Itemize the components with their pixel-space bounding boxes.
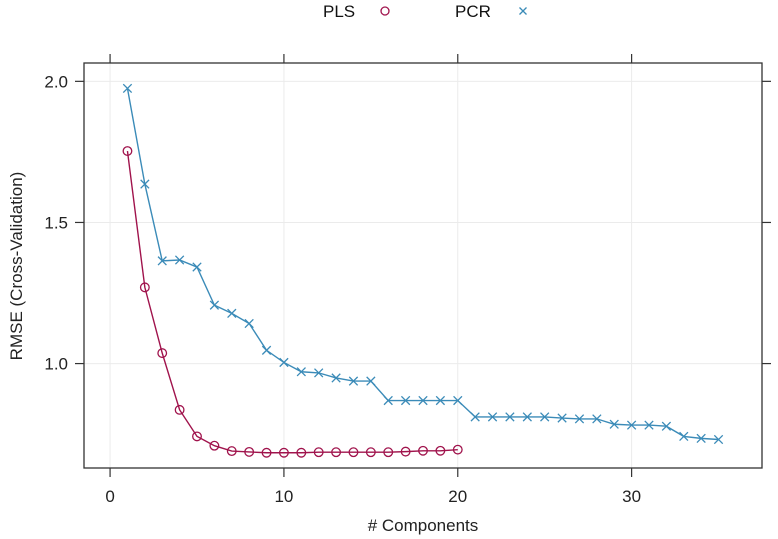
- data-point-pcr: [453, 395, 463, 406]
- data-point-pcr: [209, 300, 220, 310]
- series-line-pls: [126, 150, 458, 454]
- data-point-pcr: [279, 357, 289, 368]
- data-point-pls: [383, 447, 394, 458]
- data-point-pls: [452, 444, 463, 455]
- axes: 0 10 20 30 1.0 1.5 2.0: [44, 54, 771, 506]
- legend-marker-pcr: [519, 7, 527, 15]
- gridlines: [84, 63, 762, 468]
- data-point-pcr: [157, 256, 167, 266]
- data-point-pls: [313, 447, 324, 458]
- data-point-pcr: [487, 412, 498, 422]
- legend-marker-pls: [380, 6, 390, 16]
- data-point-pls: [226, 446, 237, 457]
- data-point-pls: [157, 348, 168, 359]
- data-point-pcr: [626, 420, 637, 430]
- data-point-pcr: [140, 179, 150, 189]
- data-point-pls: [296, 447, 307, 458]
- series-line-pcr: [126, 88, 719, 441]
- data-point-pls: [400, 446, 411, 457]
- data-point-pcr: [679, 431, 689, 442]
- data-point-pls: [174, 404, 185, 415]
- data-point-pls: [435, 445, 446, 456]
- x-tick-label: 30: [622, 487, 641, 506]
- data-point-pls: [139, 282, 150, 293]
- data-point-pcr: [314, 368, 324, 378]
- data-point-pcr: [661, 421, 672, 431]
- data-point-pcr: [592, 414, 602, 424]
- x-axis-title: # Components: [368, 516, 479, 535]
- data-point-pcr: [366, 376, 376, 386]
- data-point-pcr: [522, 412, 532, 422]
- data-point-pls: [348, 447, 359, 458]
- series-layer: [122, 83, 724, 458]
- data-point-pcr: [244, 318, 254, 329]
- data-point-pcr: [470, 412, 480, 422]
- data-point-pcr: [435, 395, 446, 406]
- data-point-pcr: [261, 345, 272, 355]
- y-axis-title: RMSE (Cross-Validation): [7, 172, 26, 361]
- data-point-pcr: [192, 262, 202, 272]
- legend: PLS PCR: [323, 2, 527, 21]
- data-point-pcr: [696, 433, 706, 444]
- data-point-pcr: [557, 413, 567, 423]
- data-point-pls: [418, 445, 428, 456]
- data-point-pcr: [505, 412, 515, 422]
- data-point-pls: [365, 447, 376, 458]
- x-tick-label: 0: [105, 487, 114, 506]
- data-point-pcr: [713, 434, 724, 445]
- y-tick-label: 1.0: [44, 355, 68, 374]
- x-tick-label: 10: [274, 487, 293, 506]
- x-tick-label: 20: [448, 487, 467, 506]
- data-point-pcr: [609, 419, 619, 429]
- data-point-pls: [122, 146, 133, 157]
- data-point-pcr: [574, 414, 585, 424]
- data-point-pcr: [644, 420, 654, 430]
- plot-frame: [83, 62, 763, 469]
- data-point-pls: [261, 447, 272, 458]
- data-point-pcr: [540, 412, 550, 422]
- data-point-pcr: [296, 367, 306, 377]
- data-point-pcr: [331, 373, 341, 383]
- data-point-pcr: [348, 376, 359, 386]
- data-point-pcr: [227, 308, 237, 318]
- data-point-pcr: [418, 395, 428, 406]
- data-point-pcr: [174, 255, 185, 265]
- data-point-pcr: [383, 395, 393, 406]
- y-tick-label: 2.0: [44, 72, 68, 91]
- data-point-pls: [331, 447, 342, 458]
- data-point-pls: [244, 446, 255, 457]
- data-point-pcr: [122, 83, 133, 94]
- legend-label-pls: PLS: [323, 2, 355, 21]
- y-tick-label: 1.5: [44, 213, 68, 232]
- legend-label-pcr: PCR: [455, 2, 491, 21]
- data-point-pls: [192, 431, 202, 442]
- data-point-pls: [209, 440, 220, 451]
- data-point-pls: [278, 447, 289, 458]
- data-point-pcr: [400, 395, 411, 406]
